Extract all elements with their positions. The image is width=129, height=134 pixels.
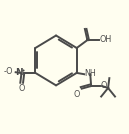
Text: O: O [19,84,25,93]
Text: N: N [15,68,22,77]
Text: NH: NH [85,69,96,78]
Text: O: O [100,81,107,90]
Text: OH: OH [99,35,112,44]
Text: -O: -O [4,67,13,76]
Text: O: O [74,90,80,99]
